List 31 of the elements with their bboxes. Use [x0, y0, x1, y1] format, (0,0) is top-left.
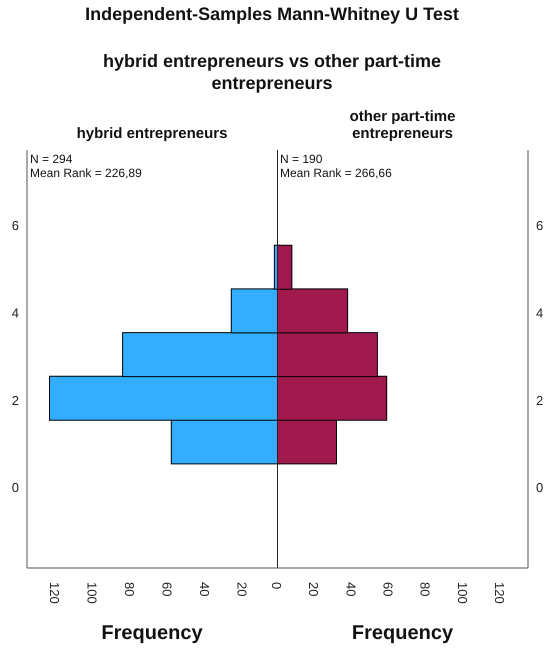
text: other part-time entrepreneurs — [350, 108, 456, 142]
x-tick-label: 80 — [122, 582, 138, 596]
x-tick-label: 100 — [454, 582, 470, 604]
x-tick-label: 40 — [197, 582, 212, 596]
x-tick-label: 0 — [269, 582, 284, 590]
annotation: Mean Rank = 266,66 — [280, 166, 392, 180]
chart-title: Independent-Samples Mann-Whitney U Test — [84, 4, 460, 25]
y-tick-label: 0 — [12, 480, 19, 496]
text: hybrid entrepreneurs — [76, 125, 228, 142]
y-tick-label: 0 — [536, 480, 544, 496]
x-tick-label: 120 — [47, 582, 62, 604]
annotation: N = 294 — [30, 152, 74, 166]
y-tick-label: 6 — [536, 218, 544, 234]
x-tick-label: 60 — [160, 582, 175, 596]
y-tick-label: 2 — [536, 392, 544, 408]
x-tick-label: 100 — [84, 582, 100, 604]
chart-subtitle: hybrid entrepreneurs vs other part-time entrepreneurs — [102, 50, 442, 94]
x-tick-label: 80 — [418, 582, 433, 596]
x-tick-label: 20 — [306, 582, 322, 596]
y-tick-label: 2 — [12, 392, 19, 408]
x-axis-title: Frequency — [350, 622, 454, 645]
x-tick-label: 60 — [380, 582, 396, 596]
y-tick-label: 4 — [536, 306, 544, 321]
annotation: Mean Rank = 226,89 — [30, 166, 142, 180]
x-tick-label: 120 — [492, 582, 508, 604]
x-tick-label: 40 — [343, 582, 358, 596]
y-tick-label: 4 — [12, 306, 19, 321]
y-tick-label: 6 — [12, 218, 19, 234]
x-tick-label: 20 — [234, 582, 250, 596]
x-axis-title: Frequency — [100, 622, 204, 645]
annotation: N = 190 — [280, 152, 324, 166]
